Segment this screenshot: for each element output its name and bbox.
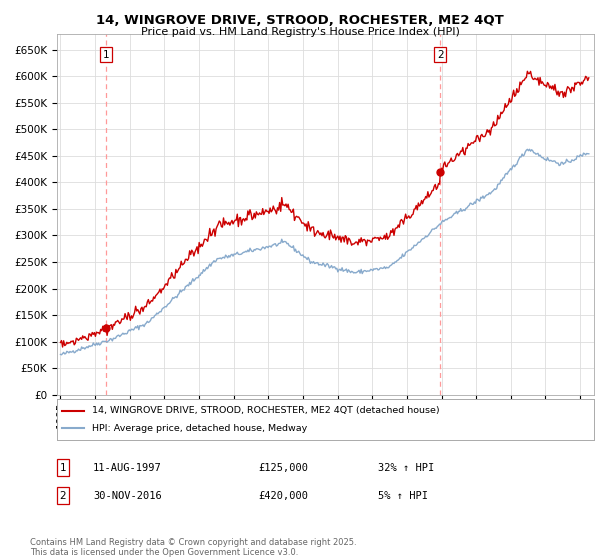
Text: Contains HM Land Registry data © Crown copyright and database right 2025.
This d: Contains HM Land Registry data © Crown c… (30, 538, 356, 557)
Text: 5% ↑ HPI: 5% ↑ HPI (378, 491, 428, 501)
Text: 14, WINGROVE DRIVE, STROOD, ROCHESTER, ME2 4QT: 14, WINGROVE DRIVE, STROOD, ROCHESTER, M… (96, 14, 504, 27)
Text: 1: 1 (59, 463, 67, 473)
Text: 32% ↑ HPI: 32% ↑ HPI (378, 463, 434, 473)
Text: HPI: Average price, detached house, Medway: HPI: Average price, detached house, Medw… (92, 424, 307, 433)
Text: £125,000: £125,000 (258, 463, 308, 473)
Text: 2: 2 (437, 50, 443, 60)
Text: Price paid vs. HM Land Registry's House Price Index (HPI): Price paid vs. HM Land Registry's House … (140, 27, 460, 37)
Text: 30-NOV-2016: 30-NOV-2016 (93, 491, 162, 501)
Text: 11-AUG-1997: 11-AUG-1997 (93, 463, 162, 473)
Text: 14, WINGROVE DRIVE, STROOD, ROCHESTER, ME2 4QT (detached house): 14, WINGROVE DRIVE, STROOD, ROCHESTER, M… (92, 406, 440, 415)
Text: 2: 2 (59, 491, 67, 501)
Text: £420,000: £420,000 (258, 491, 308, 501)
Text: 1: 1 (103, 50, 109, 60)
